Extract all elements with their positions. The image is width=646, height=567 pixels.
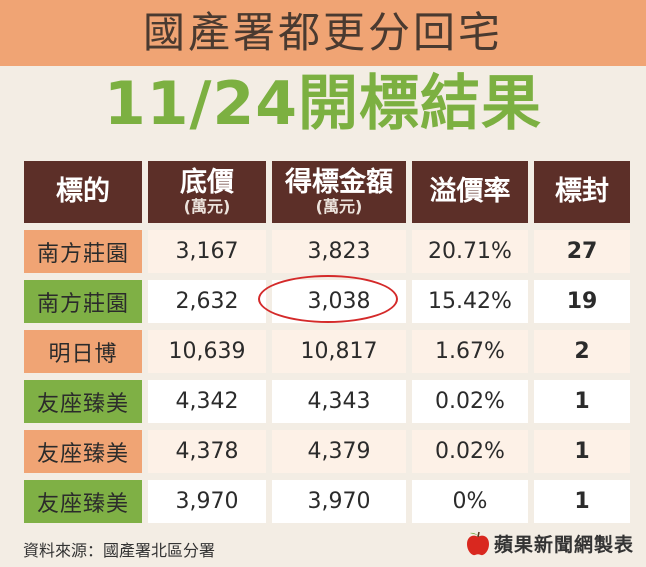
row-base-price: 4,342 <box>148 380 266 423</box>
page-subtitle: 11/24開標結果 <box>104 69 542 139</box>
page-title: 國產署都更分回宅 <box>142 8 503 57</box>
row-winning-bid: 3,970 <box>272 480 406 523</box>
table-row: 明日博 10,639 10,817 1.67% 2 <box>24 330 630 373</box>
row-bid-count: 1 <box>534 480 630 523</box>
table-row: 友座臻美 3,970 3,970 0% 1 <box>24 480 630 523</box>
highlighted-value: 3,038 <box>257 275 398 323</box>
header-winning-bid: 得標金額 (萬元) <box>272 161 406 223</box>
row-bid-count: 27 <box>534 230 630 273</box>
brand-credit: 蘋果新聞網製表 <box>465 529 634 557</box>
row-base-price: 4,378 <box>148 430 266 473</box>
table-row: 南方莊園 2,632 3,038 15.42% 19 <box>24 275 630 323</box>
row-name: 南方莊園 <box>24 280 142 323</box>
row-premium-rate: 0% <box>412 480 528 523</box>
row-premium-rate: 1.67% <box>412 330 528 373</box>
row-premium-rate: 0.02% <box>412 380 528 423</box>
row-winning-bid: 10,817 <box>272 330 406 373</box>
row-premium-rate: 20.71% <box>412 230 528 273</box>
row-winning-bid: 4,379 <box>272 430 406 473</box>
title-banner: 國產署都更分回宅 <box>0 0 646 66</box>
row-name: 明日博 <box>24 330 142 373</box>
table-header-row: 標的 底價 (萬元) 得標金額 (萬元) 溢價率 標封 <box>24 161 630 223</box>
row-bid-count: 2 <box>534 330 630 373</box>
row-winning-bid: 4,343 <box>272 380 406 423</box>
header-bid-count: 標封 <box>534 161 630 223</box>
row-base-price: 3,970 <box>148 480 266 523</box>
results-table: 標的 底價 (萬元) 得標金額 (萬元) 溢價率 標封 南方莊園 3,167 3… <box>18 154 636 530</box>
table-row: 友座臻美 4,378 4,379 0.02% 1 <box>24 430 630 473</box>
row-bid-count: 19 <box>534 280 630 323</box>
row-base-price: 3,167 <box>148 230 266 273</box>
row-name: 友座臻美 <box>24 480 142 523</box>
apple-icon <box>466 531 489 556</box>
brand-name: 蘋果新聞網製表 <box>493 533 634 556</box>
row-winning-bid: 3,038 <box>257 275 406 323</box>
row-bid-count: 1 <box>534 430 630 473</box>
row-name: 友座臻美 <box>24 380 142 423</box>
header-target: 標的 <box>24 161 142 223</box>
data-source: 資料來源：國產署北區分署 <box>23 541 216 560</box>
row-premium-rate: 0.02% <box>412 430 528 473</box>
row-name: 南方莊園 <box>24 230 142 273</box>
table-row: 友座臻美 4,342 4,343 0.02% 1 <box>24 380 630 423</box>
row-base-price: 10,639 <box>148 330 266 373</box>
table-row: 南方莊園 3,167 3,823 20.71% 27 <box>24 230 630 273</box>
row-bid-count: 1 <box>534 380 630 423</box>
header-premium-rate: 溢價率 <box>412 161 528 223</box>
highlight-circle <box>257 275 398 323</box>
row-name: 友座臻美 <box>24 430 142 473</box>
header-base-price: 底價 (萬元) <box>148 161 266 223</box>
row-base-price: 2,632 <box>148 280 266 323</box>
row-winning-bid: 3,823 <box>272 230 406 273</box>
row-premium-rate: 15.42% <box>412 280 528 323</box>
